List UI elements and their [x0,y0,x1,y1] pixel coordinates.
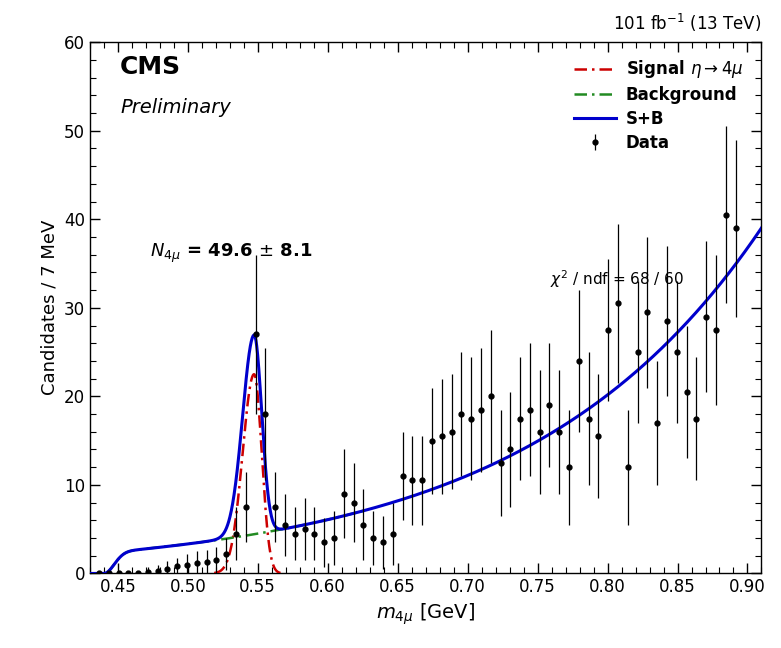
Text: CMS: CMS [120,56,181,80]
Background [204,537,213,545]
Text: 101 fb$^{-1}$ (13 TeV): 101 fb$^{-1}$ (13 TeV) [613,12,761,34]
Y-axis label: Candidates / 7 MeV: Candidates / 7 MeV [41,220,59,395]
Legend: Signal $\eta \rightarrow 4\mu$, Background, S+B, Data: Signal $\eta \rightarrow 4\mu$, Backgrou… [574,58,743,152]
S+B [204,537,213,545]
Text: $\chi^{2}$ / ndf = 68 / 60: $\chi^{2}$ / ndf = 68 / 60 [550,268,684,290]
Line: Signal $\eta \rightarrow 4\mu$: Signal $\eta \rightarrow 4\mu$ [214,375,280,573]
Line: S+B: S+B [90,207,776,573]
S+B [85,570,95,577]
S+B [758,224,767,231]
S+B [771,203,780,211]
S+B [683,318,693,325]
Text: Preliminary: Preliminary [120,98,231,117]
Background [163,542,173,550]
Background [348,510,358,518]
Line: Background: Background [106,511,364,573]
Text: $N_{4\mu}$ = 49.6 $\pm$ 8.1: $N_{4\mu}$ = 49.6 $\pm$ 8.1 [150,242,312,264]
S+B [378,502,387,509]
S+B [348,510,358,518]
X-axis label: $m_{4\mu}$ [GeV]: $m_{4\mu}$ [GeV] [376,602,475,627]
S+B [163,542,173,550]
